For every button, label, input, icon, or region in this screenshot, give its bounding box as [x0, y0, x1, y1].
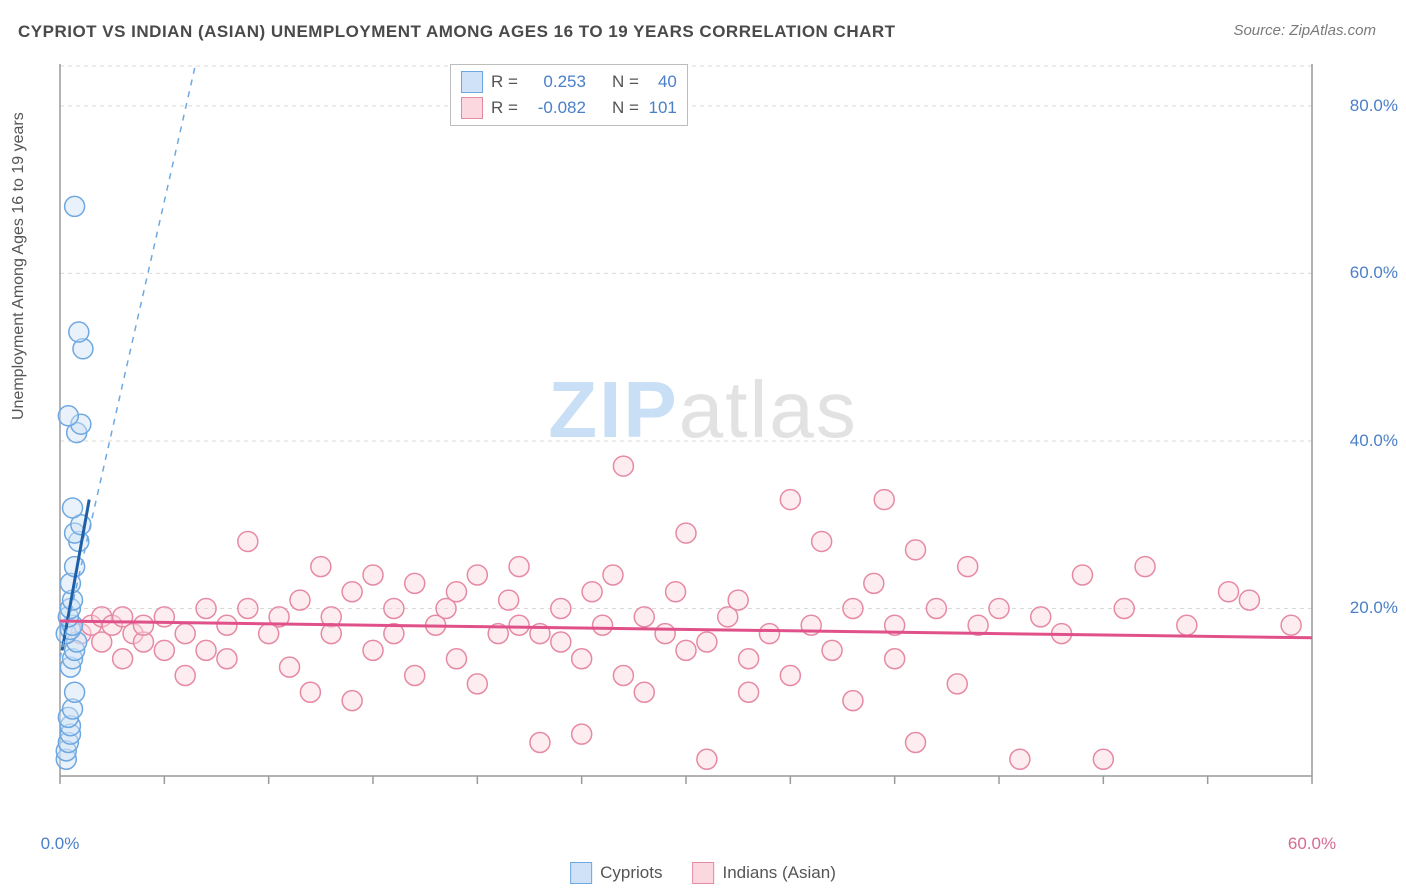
swatch-cypriots-icon: [570, 862, 592, 884]
x-tick-label-max: 60.0%: [1288, 834, 1336, 854]
legend-item-indians: Indians (Asian): [692, 862, 835, 884]
legend-stats-row-a: R = 0.253 N = 40: [461, 69, 677, 95]
swatch-indians: [461, 97, 483, 119]
scatter-chart: [52, 60, 1372, 818]
y-tick-label: 80.0%: [1350, 96, 1398, 116]
x-tick-label-min: 0.0%: [41, 834, 80, 854]
y-tick-label: 40.0%: [1350, 431, 1398, 451]
y-tick-label: 60.0%: [1350, 263, 1398, 283]
legend-stats-row-b: R = -0.082 N = 101: [461, 95, 677, 121]
chart-title: CYPRIOT VS INDIAN (ASIAN) UNEMPLOYMENT A…: [18, 22, 896, 42]
legend-bottom: Cypriots Indians (Asian): [570, 862, 836, 884]
legend-label-indians: Indians (Asian): [722, 863, 835, 883]
y-tick-label: 20.0%: [1350, 598, 1398, 618]
swatch-indians-icon: [692, 862, 714, 884]
y-axis-label: Unemployment Among Ages 16 to 19 years: [10, 112, 28, 420]
source-label: Source: ZipAtlas.com: [1233, 22, 1376, 39]
swatch-cypriots: [461, 71, 483, 93]
legend-item-cypriots: Cypriots: [570, 862, 662, 884]
legend-stats: R = 0.253 N = 40 R = -0.082 N = 101: [450, 64, 688, 126]
legend-label-cypriots: Cypriots: [600, 863, 662, 883]
